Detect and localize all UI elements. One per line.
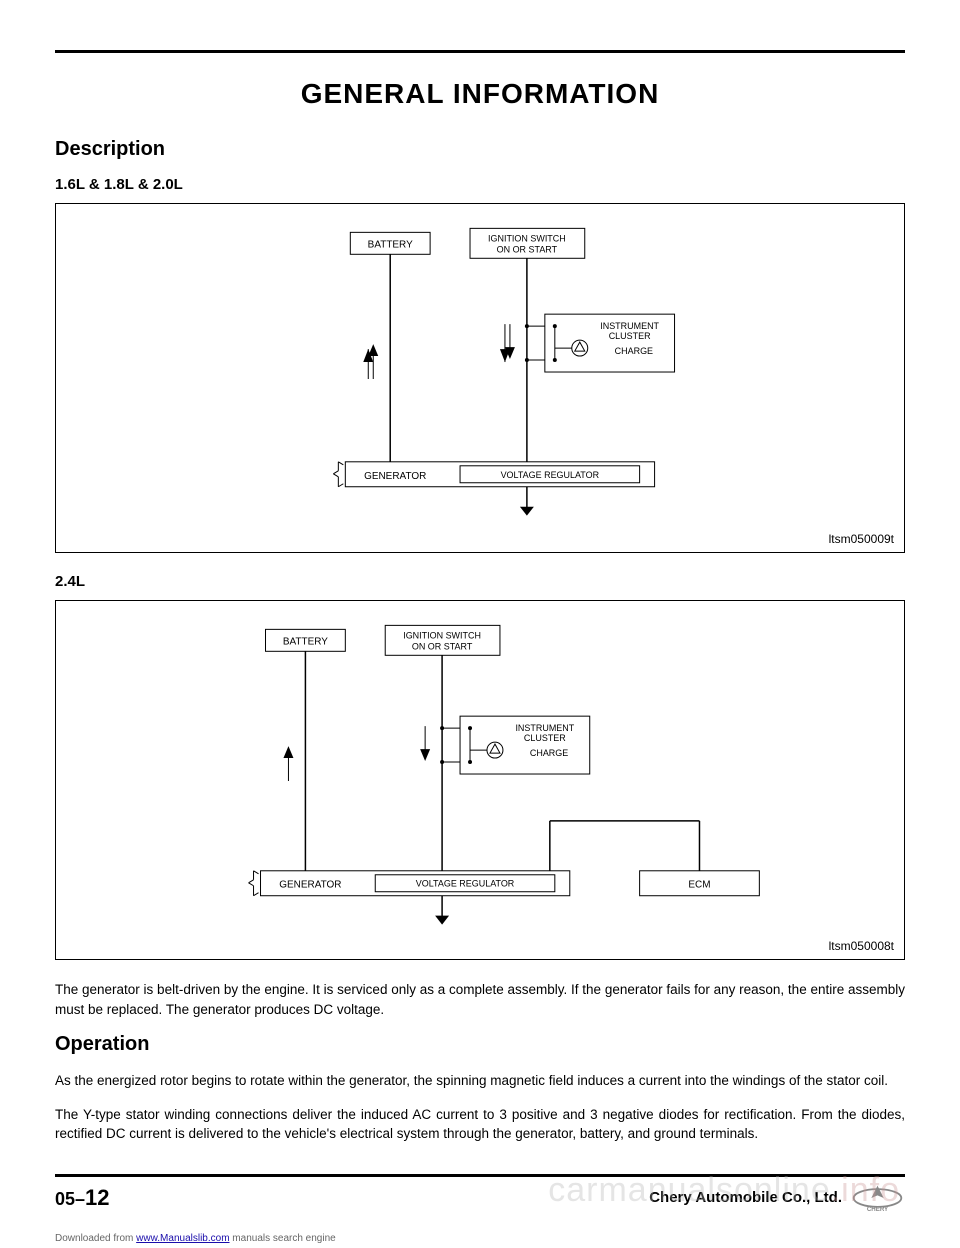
page-number: 05–12 [55, 1185, 110, 1211]
footer-row: 05–12 Chery Automobile Co., Ltd. CHERY [55, 1183, 905, 1213]
instrument-line2-2: CLUSTER [524, 733, 566, 743]
ignition-line2: ON OR START [497, 244, 558, 254]
diagram-1: BATTERY IGNITION SWITCH ON OR START [55, 203, 905, 553]
instrument-line1: INSTRUMENT [600, 321, 659, 331]
figure-id-2: ltsm050008t [829, 939, 894, 953]
page-num-value: 12 [85, 1185, 109, 1210]
ecm-label: ECM [688, 880, 710, 891]
instrument-line1-2: INSTRUMENT [515, 723, 574, 733]
download-prefix: Downloaded from [55, 1233, 136, 1244]
company-name: Chery Automobile Co., Ltd. [649, 1189, 842, 1206]
download-note: Downloaded from www.Manualslib.com manua… [0, 1233, 960, 1248]
description-heading: Description [55, 138, 905, 161]
bottom-rule [55, 1174, 905, 1177]
manualslib-link[interactable]: www.Manualslib.com [136, 1233, 229, 1244]
generator-label-2: GENERATOR [279, 880, 341, 891]
engines-heading-a: 1.6L & 1.8L & 2.0L [55, 176, 905, 193]
charge-label-2: CHARGE [530, 748, 568, 758]
para-1: The generator is belt-driven by the engi… [55, 980, 905, 1019]
svg-text:CHERY: CHERY [867, 1206, 888, 1213]
battery-label: BATTERY [368, 239, 413, 250]
voltage-regulator-label-2: VOLTAGE REGULATOR [416, 879, 515, 889]
diagram-1-svg: BATTERY IGNITION SWITCH ON OR START [56, 204, 904, 554]
page-title: GENERAL INFORMATION [55, 78, 905, 110]
operation-heading: Operation [55, 1033, 905, 1056]
generator-label: GENERATOR [364, 471, 426, 482]
chery-logo-icon: CHERY [850, 1183, 905, 1213]
para-3: The Y-type stator winding connections de… [55, 1105, 905, 1144]
engines-heading-b: 2.4L [55, 573, 905, 590]
diagram-2: BATTERY IGNITION SWITCH ON OR START IN [55, 600, 905, 960]
instrument-line2: CLUSTER [609, 331, 651, 341]
figure-id-1: ltsm050009t [829, 532, 894, 546]
diagram-2-svg: BATTERY IGNITION SWITCH ON OR START IN [56, 601, 904, 961]
ignition-line1-2: IGNITION SWITCH [403, 630, 481, 640]
charge-label: CHARGE [615, 346, 653, 356]
download-suffix: manuals search engine [230, 1233, 336, 1244]
voltage-regulator-label: VOLTAGE REGULATOR [501, 470, 600, 480]
ignition-line1: IGNITION SWITCH [488, 233, 566, 243]
battery-label-2: BATTERY [283, 636, 328, 647]
top-rule [55, 50, 905, 53]
para-2: As the energized rotor begins to rotate … [55, 1071, 905, 1091]
ignition-line2-2: ON OR START [412, 641, 473, 651]
page-prefix: 05– [55, 1189, 85, 1209]
